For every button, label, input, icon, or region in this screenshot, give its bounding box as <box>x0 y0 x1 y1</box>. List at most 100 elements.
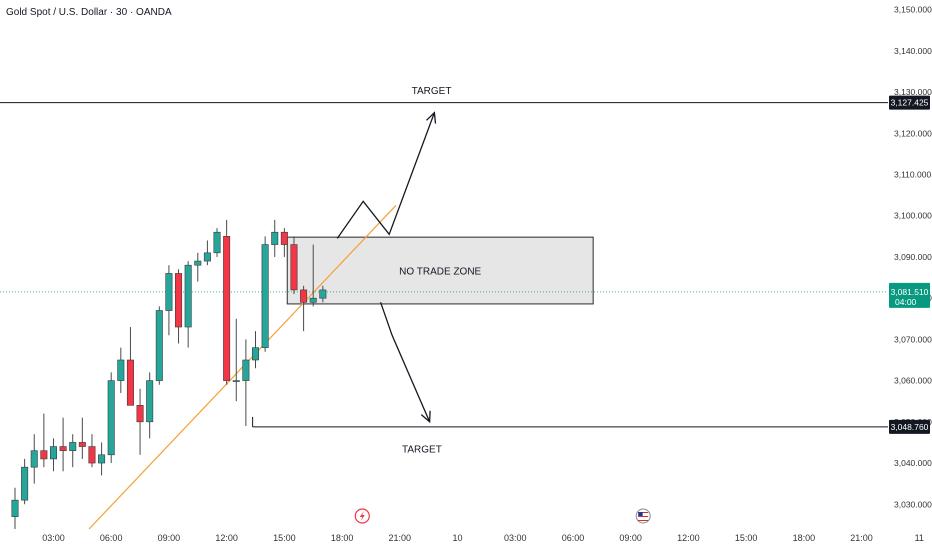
y-tick-label: 3,150.000 <box>894 5 932 15</box>
us-flag-stripe <box>638 512 649 513</box>
level-price-box <box>889 95 930 110</box>
candle[interactable] <box>271 219 279 257</box>
candle-body <box>59 446 67 451</box>
current-price-label: 3,081.510 <box>891 287 929 297</box>
x-tick-label: 10 <box>453 533 463 543</box>
x-tick-label: 15:00 <box>273 533 296 543</box>
candle[interactable] <box>184 261 192 348</box>
candle-body <box>309 297 317 303</box>
bearish-scenario-arrow[interactable] <box>379 302 431 423</box>
candle-body <box>126 359 134 406</box>
candle[interactable] <box>261 236 269 352</box>
x-tick-label: 12:00 <box>677 533 700 543</box>
candle[interactable] <box>136 388 144 455</box>
candle[interactable] <box>232 318 240 402</box>
us-flag-stripe <box>638 514 649 515</box>
no-trade-zone-label: NO TRADE ZONE <box>399 267 481 278</box>
candle-body <box>184 264 192 328</box>
candle-body <box>78 442 86 447</box>
candle[interactable] <box>146 372 154 439</box>
candle-body <box>242 359 250 381</box>
candle[interactable] <box>40 413 48 468</box>
candle-body <box>165 273 173 311</box>
y-tick-label: 3,120.000 <box>894 128 932 138</box>
y-tick-label: 3,110.000 <box>894 169 931 179</box>
candle[interactable] <box>203 240 211 266</box>
candle[interactable] <box>78 417 86 459</box>
x-tick-label: 09:00 <box>158 533 181 543</box>
candle[interactable] <box>223 219 231 385</box>
candle-body <box>290 244 298 291</box>
no-trade-zone-box[interactable] <box>286 236 594 305</box>
x-tick-label: 21:00 <box>850 533 873 543</box>
level-price-label: 3,127.425 <box>891 98 929 108</box>
candle-body <box>117 359 125 381</box>
candle[interactable] <box>11 487 19 529</box>
x-tick-label: 09:00 <box>619 533 642 543</box>
y-tick-label: 3,040.000 <box>894 458 932 468</box>
flash-icon[interactable] <box>354 508 370 524</box>
y-tick-label: 3,130.000 <box>894 87 932 97</box>
candle[interactable] <box>242 339 250 426</box>
candle-countdown-label: 04:00 <box>895 297 917 307</box>
candle[interactable] <box>59 417 67 472</box>
candle[interactable] <box>155 306 163 385</box>
us-flag-stripe <box>638 516 649 517</box>
candle[interactable] <box>309 244 317 307</box>
candle[interactable] <box>107 372 115 464</box>
candle[interactable] <box>213 228 221 257</box>
candle-body <box>252 347 260 361</box>
candle[interactable] <box>252 331 260 369</box>
x-tick-label: 18:00 <box>331 533 354 543</box>
candle[interactable] <box>126 327 134 406</box>
x-tick-label: 06:00 <box>100 533 123 543</box>
candle-body <box>30 450 38 468</box>
candle[interactable] <box>300 285 308 332</box>
candle[interactable] <box>49 438 57 472</box>
candle[interactable] <box>69 434 77 468</box>
candle[interactable] <box>175 269 183 344</box>
us-flag-stripe <box>638 520 649 521</box>
candle[interactable] <box>88 434 96 468</box>
candle[interactable] <box>30 434 38 484</box>
candle-body <box>223 236 231 381</box>
flash-icon-bolt <box>359 511 365 521</box>
candle-body <box>194 260 202 266</box>
candle[interactable] <box>280 228 288 257</box>
candle[interactable] <box>194 252 202 282</box>
candle[interactable] <box>98 442 106 476</box>
y-tick-label: 3,090.000 <box>894 252 932 262</box>
candle-body <box>49 446 57 460</box>
level-price-label: 3,048.760 <box>891 422 929 432</box>
x-tick-label: 06:00 <box>562 533 585 543</box>
y-tick-label: 3,030.000 <box>894 499 932 509</box>
y-tick-label: 3,060.000 <box>894 376 932 386</box>
bullish-scenario-arrow[interactable] <box>336 112 436 239</box>
candle[interactable] <box>117 347 125 393</box>
y-tick-label: 3,140.000 <box>894 46 932 56</box>
candle-body <box>21 466 29 501</box>
candle-body <box>136 405 144 423</box>
target-label: TARGET <box>402 445 442 456</box>
candle[interactable] <box>319 285 327 303</box>
candle-body <box>40 450 48 460</box>
candle-body <box>203 252 211 262</box>
candle[interactable] <box>21 458 29 505</box>
x-tick-label: 15:00 <box>735 533 758 543</box>
candle-body <box>271 231 279 245</box>
candle-body <box>319 289 327 299</box>
us-flag-icon[interactable] <box>635 508 651 524</box>
candle[interactable] <box>165 265 173 336</box>
candle-body <box>146 380 154 423</box>
candle-body <box>107 380 115 456</box>
candle-body <box>98 454 106 464</box>
x-tick-label: 21:00 <box>389 533 412 543</box>
candle-body <box>300 289 308 303</box>
us-flag-stripe <box>638 518 649 519</box>
candle[interactable] <box>290 236 298 295</box>
x-tick-label: 03:00 <box>504 533 527 543</box>
candle-body <box>213 231 221 254</box>
candle-body <box>175 273 183 328</box>
candle-body <box>280 231 288 245</box>
